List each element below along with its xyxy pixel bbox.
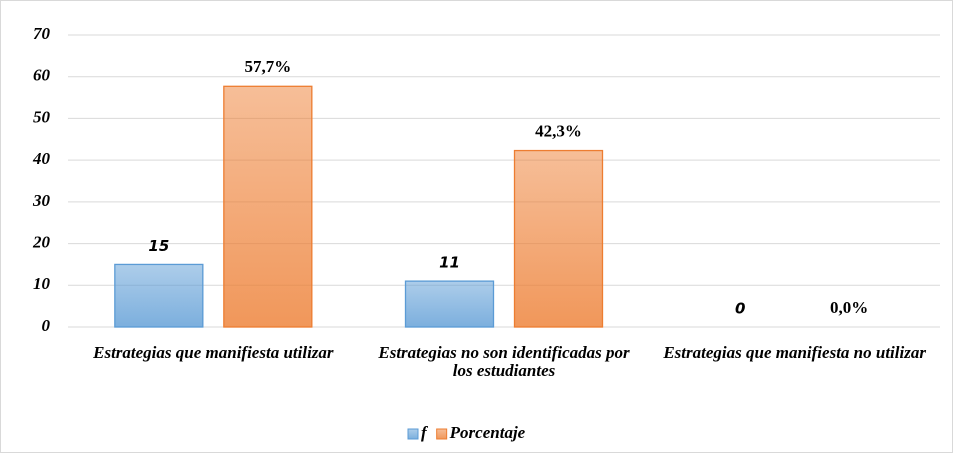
bar [114,263,204,328]
bar [223,85,313,328]
x-tick-label: Estrategias no son identificadas por los… [378,343,630,380]
data-label: 42,3% [535,121,582,140]
y-tick-label: 20 [32,232,51,251]
data-label: 57,7% [244,57,291,76]
y-tick-label: 0 [42,316,51,335]
data-label: 0,0% [830,298,868,317]
y-tick-label: 40 [32,149,51,168]
legend-label: f [421,423,429,442]
data-label: 11 [439,254,460,272]
legend-label: Porcentaje [449,423,526,442]
y-tick-label: 10 [33,274,51,293]
data-label: 15 [148,237,169,255]
y-tick-label: 70 [33,24,51,43]
y-tick-label: 60 [33,66,51,85]
y-tick-label: 30 [32,191,51,210]
bar [404,280,495,328]
bar [513,149,604,328]
legend-swatch [407,428,419,440]
x-tick-label: Estrategias que manifiesta utilizar [93,343,334,362]
data-label: 0 [735,300,745,318]
legend-swatch [436,428,448,440]
x-tick-label: Estrategias que manifiesta no utilizar [663,343,926,362]
y-tick-label: 50 [33,107,51,126]
